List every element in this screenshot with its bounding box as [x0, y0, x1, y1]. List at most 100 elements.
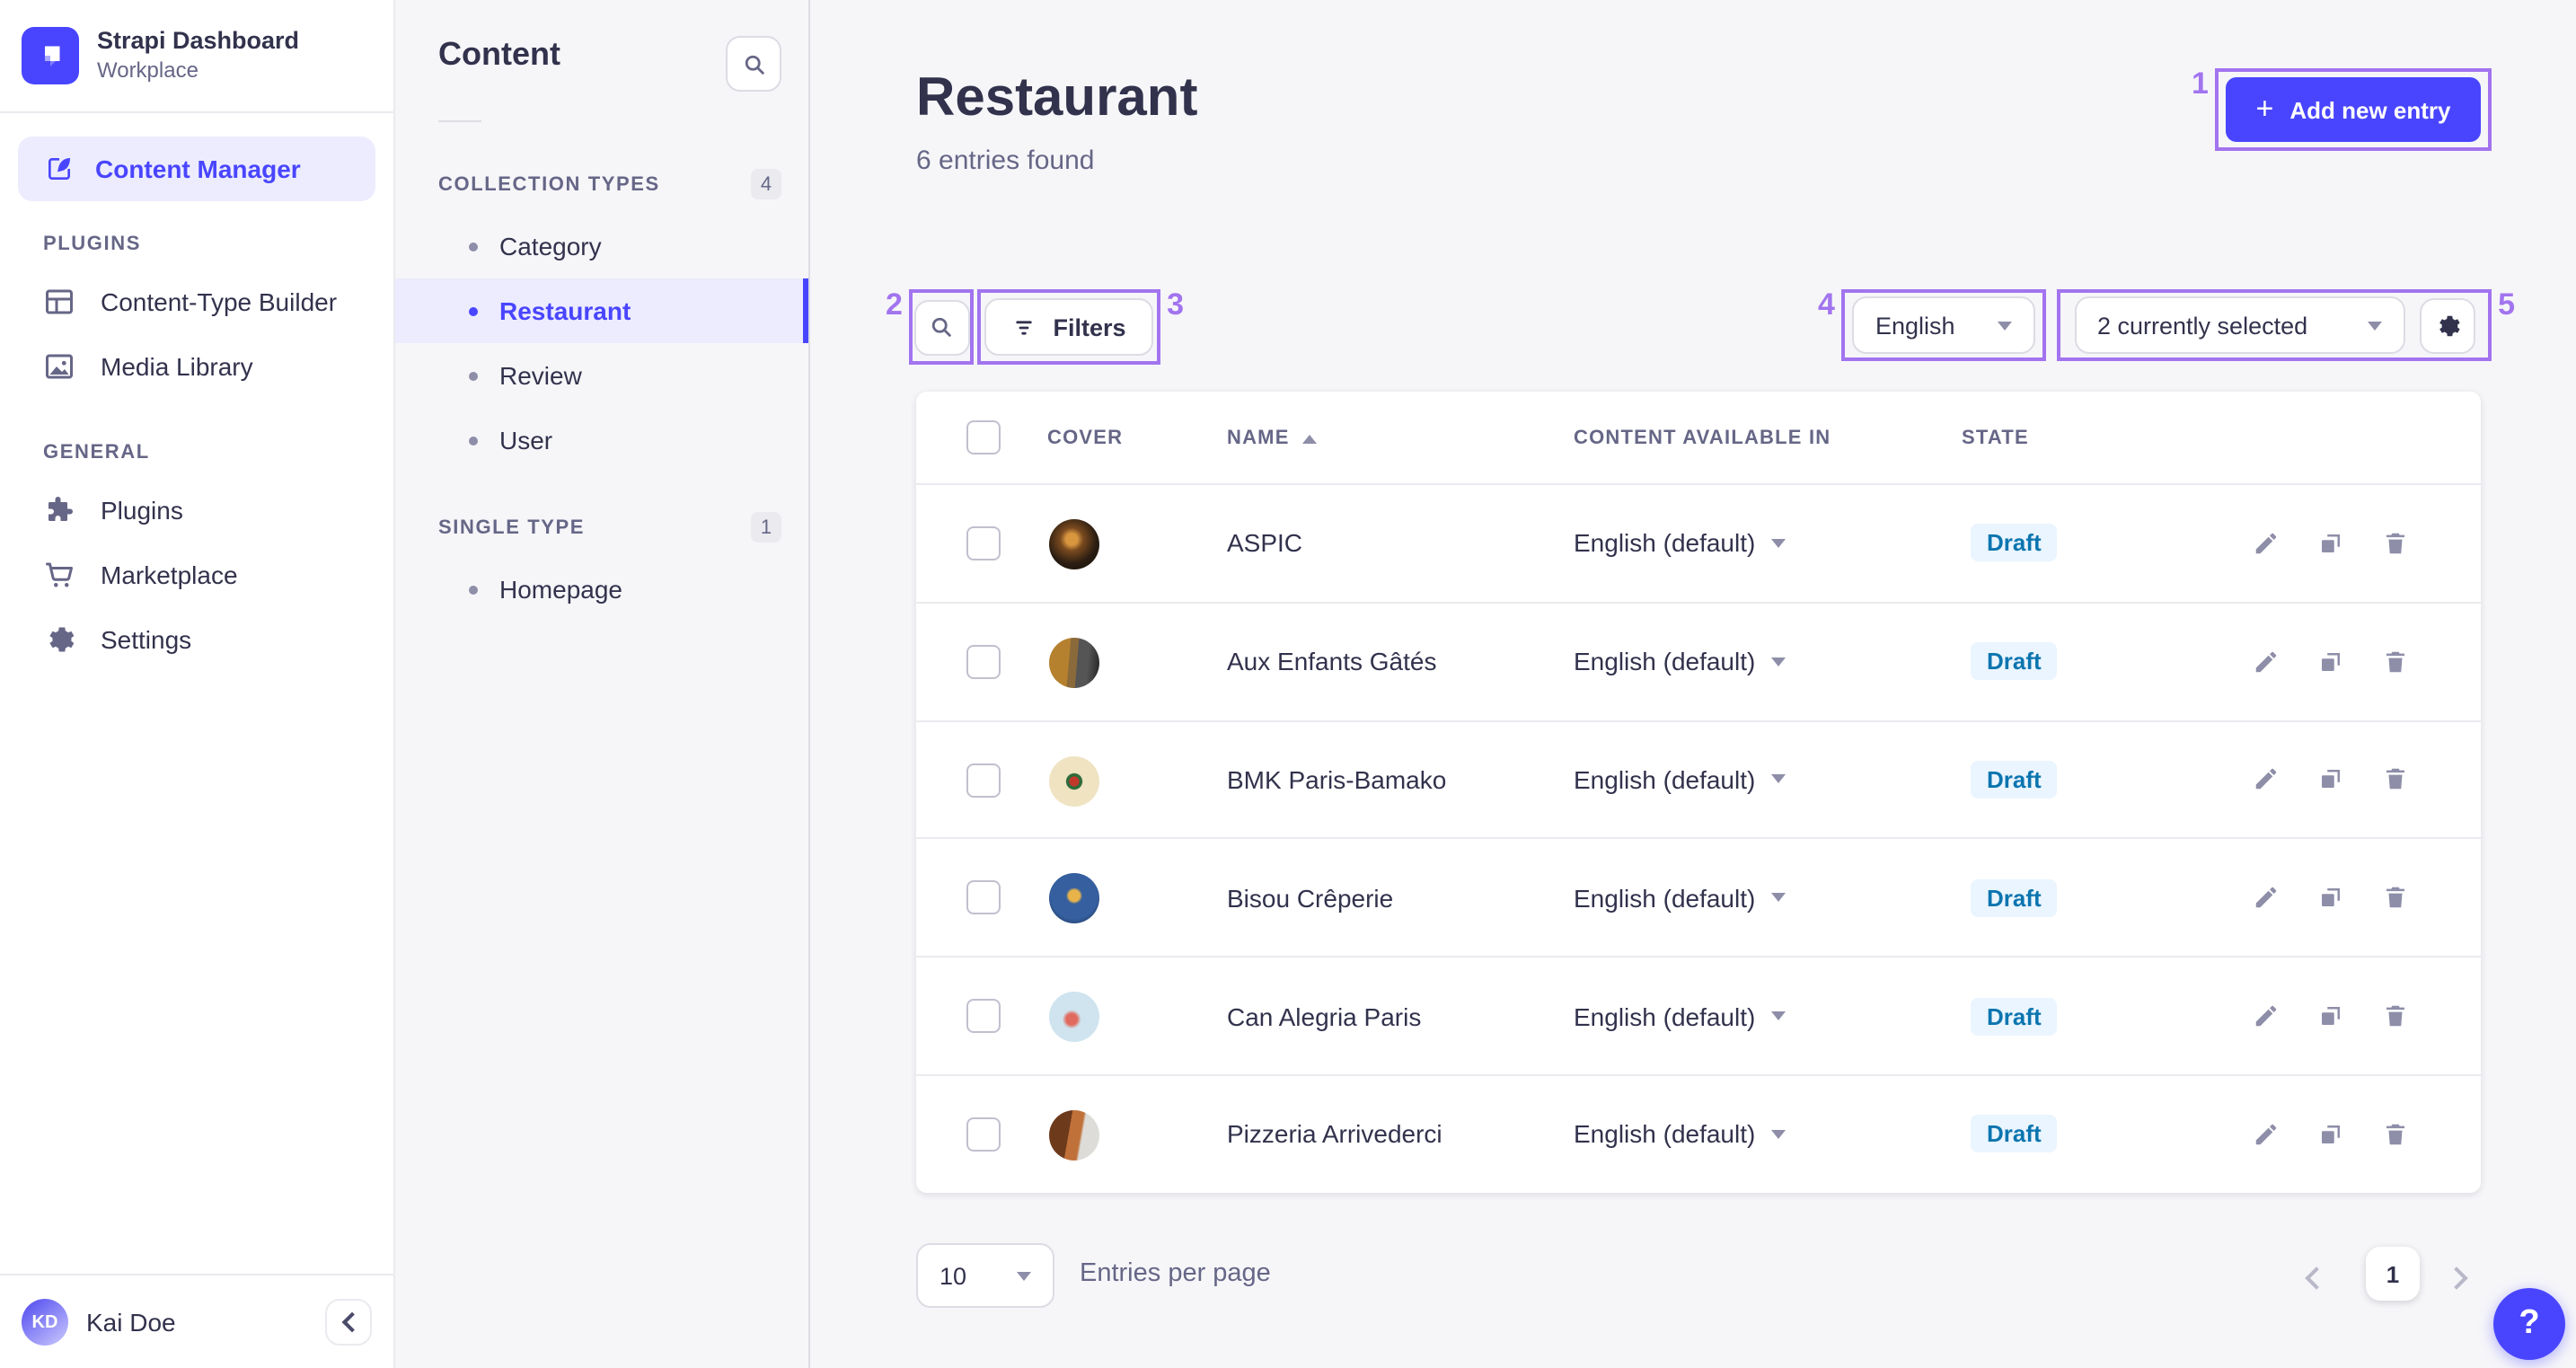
edit-button[interactable]: [2251, 765, 2280, 794]
column-header-content-available-in[interactable]: CONTENT AVAILABLE IN: [1574, 428, 1831, 449]
cover-image: [1049, 1109, 1099, 1161]
table-row[interactable]: Aux Enfants Gâtés English (default) Draf…: [916, 601, 2481, 720]
sidebar-item-content-type-builder[interactable]: Content-Type Builder: [0, 269, 393, 334]
cover-image: [1049, 637, 1099, 688]
sidebar-item-content-manager[interactable]: Content Manager: [18, 137, 375, 201]
row-checkbox[interactable]: [966, 644, 1001, 679]
delete-button[interactable]: [2380, 765, 2409, 794]
entry-name: Can Alegria Paris: [1227, 1002, 1422, 1031]
edit-button[interactable]: [2251, 647, 2280, 675]
fields-selected-select[interactable]: 2 currently selected: [2074, 296, 2404, 354]
locale-select[interactable]: English: [1852, 296, 2035, 354]
row-checkbox[interactable]: [966, 1116, 1001, 1152]
locale-dropdown[interactable]: English (default): [1574, 884, 1786, 913]
edit-button[interactable]: [2251, 884, 2280, 913]
chevron-left-icon: [2305, 1267, 2328, 1290]
collapse-sidebar-button[interactable]: [325, 1299, 372, 1346]
table-row[interactable]: ASPIC English (default) Draft: [916, 483, 2481, 602]
sidebar-item-settings[interactable]: Settings: [0, 607, 393, 672]
subnav-item-restaurant[interactable]: Restaurant: [395, 278, 808, 343]
gear-icon: [49, 627, 75, 652]
locale-dropdown[interactable]: English (default): [1574, 1002, 1786, 1030]
column-header-state[interactable]: STATE: [1962, 428, 2029, 449]
entry-name: ASPIC: [1227, 528, 1303, 558]
annotation-number-5: 5: [2498, 287, 2515, 322]
subnav-item-category[interactable]: Category: [395, 214, 808, 278]
list-search-button[interactable]: [913, 299, 969, 355]
row-checkbox[interactable]: [966, 763, 1001, 798]
next-page-button[interactable]: [2445, 1263, 2468, 1295]
locale-dropdown[interactable]: English (default): [1574, 647, 1786, 675]
subnav-item-review[interactable]: Review: [395, 343, 808, 408]
delete-button[interactable]: [2380, 647, 2409, 675]
table-row[interactable]: Bisou Crêperie English (default) Draft: [916, 837, 2481, 957]
bullet-icon: [469, 242, 478, 251]
subnav-title: Content: [438, 36, 560, 72]
previous-page-button[interactable]: [2305, 1263, 2328, 1295]
app-title: Strapi Dashboard: [97, 27, 300, 55]
row-checkbox[interactable]: [966, 880, 1001, 915]
duplicate-button[interactable]: [2316, 884, 2344, 913]
filter-icon: [1016, 320, 1033, 334]
table-row[interactable]: Pizzeria Arrivederci English (default) D…: [916, 1073, 2481, 1193]
locale-dropdown[interactable]: English (default): [1574, 529, 1786, 558]
delete-button[interactable]: [2380, 1002, 2409, 1030]
nav-section-general: GENERAL: [43, 442, 150, 463]
column-header-cover[interactable]: COVER: [1047, 428, 1124, 449]
delete-button[interactable]: [2380, 884, 2409, 913]
collection-types-count-badge: 4: [751, 169, 781, 199]
sidebar-item-plugins[interactable]: Plugins: [0, 478, 393, 543]
duplicate-button[interactable]: [2316, 529, 2344, 558]
delete-button[interactable]: [2380, 529, 2409, 558]
page-size-select[interactable]: 10: [916, 1243, 1054, 1308]
chevron-down-icon: [2367, 321, 2381, 330]
subnav-item-user[interactable]: User: [395, 408, 808, 472]
delete-button[interactable]: [2380, 1120, 2409, 1149]
locale-dropdown[interactable]: English (default): [1574, 1120, 1786, 1149]
entry-name: BMK Paris-Bamako: [1227, 764, 1447, 794]
duplicate-button[interactable]: [2316, 647, 2344, 675]
entries-per-page-label: Entries per page: [1080, 1259, 1271, 1288]
bullet-icon: [469, 371, 478, 380]
table-row[interactable]: Can Alegria Paris English (default) Draf…: [916, 956, 2481, 1074]
page-number-button[interactable]: 1: [2366, 1247, 2420, 1301]
subnav-search-button[interactable]: [726, 36, 781, 92]
sidebar-item-label: Content-Type Builder: [101, 287, 338, 316]
annotation-number-4: 4: [1818, 287, 1835, 322]
subnav-item-homepage[interactable]: Homepage: [395, 557, 808, 622]
annotation-number-1: 1: [2192, 66, 2209, 101]
table-row[interactable]: BMK Paris-Bamako English (default) Draft: [916, 719, 2481, 838]
annotation-box-3: 3 Filters: [977, 287, 1184, 365]
view-settings-button[interactable]: [2419, 297, 2475, 353]
help-button[interactable]: ?: [2493, 1288, 2565, 1360]
filters-button[interactable]: Filters: [984, 298, 1153, 356]
bullet-icon: [469, 436, 478, 445]
entry-name: Pizzeria Arrivederci: [1227, 1119, 1442, 1149]
cover-image: [1049, 992, 1099, 1043]
duplicate-button[interactable]: [2316, 1120, 2344, 1149]
edit-button[interactable]: [2251, 529, 2280, 558]
chevron-down-icon: [1998, 321, 2012, 330]
edit-button[interactable]: [2251, 1002, 2280, 1030]
duplicate-button[interactable]: [2316, 1002, 2344, 1030]
edit-button[interactable]: [2251, 1120, 2280, 1149]
sidebar-item-label: Plugins: [101, 496, 183, 525]
sidebar-item-media-library[interactable]: Media Library: [0, 334, 393, 399]
add-new-entry-button[interactable]: + Add new entry: [2226, 77, 2481, 142]
row-checkbox[interactable]: [966, 999, 1001, 1034]
sidebar-item-label: Marketplace: [101, 560, 238, 589]
locale-dropdown[interactable]: English (default): [1574, 765, 1786, 794]
entries-count: 6 entries found: [916, 146, 1095, 176]
gear-icon: [2439, 314, 2459, 336]
duplicate-button[interactable]: [2316, 765, 2344, 794]
annotation-number-2: 2: [886, 287, 903, 322]
page-title: Restaurant: [916, 68, 1198, 128]
select-all-checkbox[interactable]: [966, 420, 1001, 455]
cart-icon: [46, 562, 73, 587]
column-header-name[interactable]: NAME: [1227, 428, 1317, 449]
chevron-down-icon: [1771, 657, 1786, 666]
user-name: Kai Doe: [86, 1308, 176, 1337]
row-checkbox[interactable]: [966, 526, 1001, 560]
sidebar-item-marketplace[interactable]: Marketplace: [0, 543, 393, 607]
sidebar-item-label: Settings: [101, 625, 192, 654]
